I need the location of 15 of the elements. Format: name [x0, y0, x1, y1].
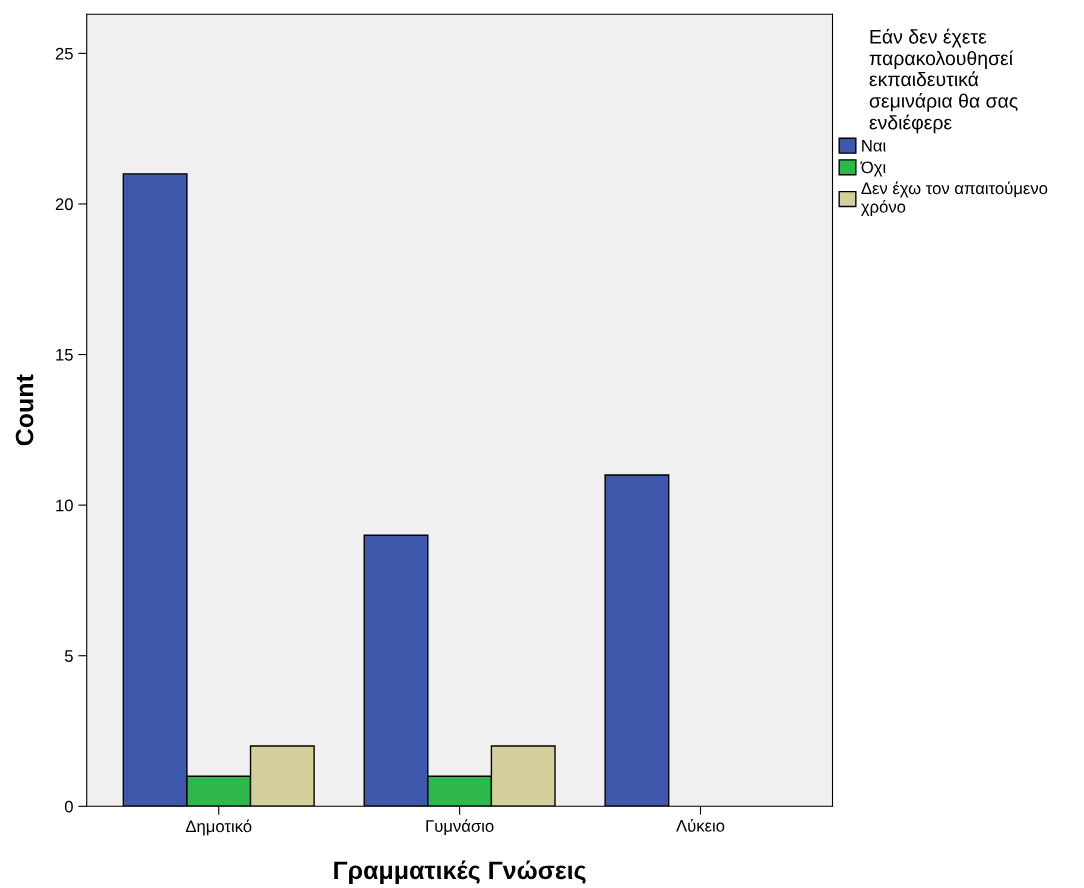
y-tick-label: 5: [64, 650, 73, 662]
y-tick-label: 15: [56, 349, 73, 361]
legend-label: Δεν έχω τον απαιτούμενο χρόνο: [861, 181, 1048, 217]
x-axis-title: Γραμματικές Γνώσεις: [334, 860, 586, 885]
legend-title: Εάν δεν έχετε παρακολουθησεί εκπαιδευτικά σεμινάρια θα σας ενδιέφερε: [869, 28, 1018, 134]
y-tick-label: 0: [64, 800, 73, 813]
y-tick-label: 10: [56, 499, 73, 512]
legend-label: Όχι: [860, 161, 886, 177]
x-tick-label: Γυμνάσιο: [426, 819, 494, 835]
y-tick-label: 20: [55, 198, 73, 211]
y-tick-label: 25: [55, 47, 73, 60]
x-tick-label: Δημοτικό: [185, 819, 252, 836]
x-tick-label: Λύκειο: [676, 819, 725, 832]
legend-label: Ναι: [862, 139, 886, 152]
y-axis-title: Count: [15, 374, 34, 446]
